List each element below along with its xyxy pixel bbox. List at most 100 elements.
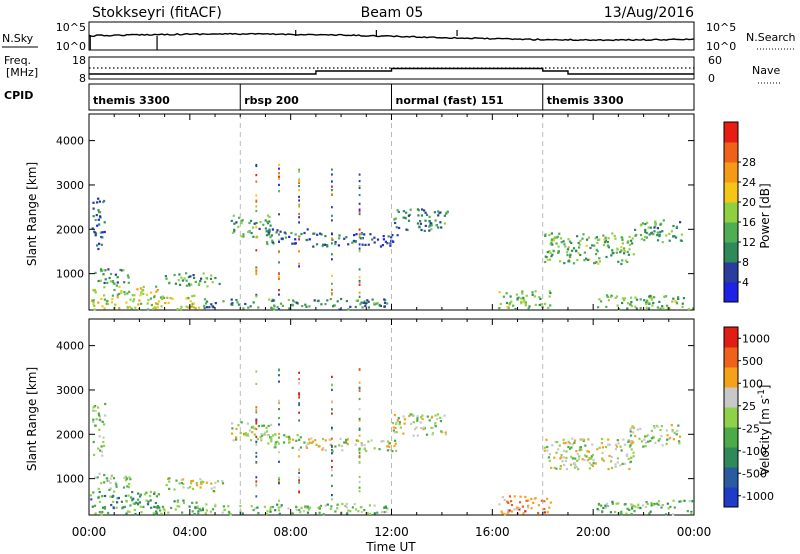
velocity-cell xyxy=(318,511,321,514)
power-cell xyxy=(572,262,576,265)
velocity-cell xyxy=(602,459,605,462)
velocity-cell xyxy=(621,462,624,465)
power-cell xyxy=(128,305,132,308)
velocity-cell xyxy=(174,508,177,511)
power-cell xyxy=(649,226,652,229)
power-cell xyxy=(551,243,554,246)
power-cell xyxy=(595,253,598,256)
velocity-cell xyxy=(498,503,501,506)
velocity-cell xyxy=(345,506,348,509)
power-cell xyxy=(334,240,337,244)
x-tick-label: 12:00 xyxy=(374,525,409,539)
power-cell xyxy=(644,228,647,231)
power-cell xyxy=(656,306,659,309)
power-cell xyxy=(381,244,384,247)
power-cell xyxy=(130,307,133,310)
power-cell xyxy=(298,216,300,219)
velocity-cell xyxy=(384,506,387,509)
velocity-cell xyxy=(256,438,259,441)
velocity-cell xyxy=(117,496,120,500)
velocity-cell xyxy=(210,482,213,485)
velocity-cell xyxy=(93,453,96,456)
velocity-cell xyxy=(562,456,565,459)
power-cell xyxy=(383,301,387,304)
power-cell xyxy=(276,229,279,232)
power-cell xyxy=(672,297,675,300)
velocity-cell xyxy=(354,508,358,511)
power-cell xyxy=(94,234,97,237)
power-cell xyxy=(548,234,551,237)
velocity-cell xyxy=(667,438,670,441)
power-cell xyxy=(634,305,637,308)
power-cell xyxy=(298,250,300,253)
power-cell xyxy=(214,302,217,305)
power-cell xyxy=(577,252,580,255)
velocity-cell xyxy=(358,480,361,483)
velocity-cell xyxy=(167,511,170,514)
power-cell xyxy=(668,232,671,235)
power-cell xyxy=(439,211,442,214)
power-cell xyxy=(626,302,630,305)
velocity-cell xyxy=(278,512,281,515)
velocity-cell xyxy=(126,510,129,513)
power-cell xyxy=(169,297,172,300)
power-cell xyxy=(273,305,276,308)
velocity-cell xyxy=(403,418,406,421)
power-cell xyxy=(359,303,362,306)
velocity-cell xyxy=(583,454,587,457)
power-cell xyxy=(105,300,109,303)
velocity-cell xyxy=(232,439,235,442)
velocity-cell xyxy=(180,478,183,481)
power-cell xyxy=(322,243,325,246)
power-cell xyxy=(265,234,269,237)
power-cell xyxy=(123,290,126,294)
velocity-cell xyxy=(89,494,92,497)
power-cell xyxy=(171,297,174,300)
velocity-cell xyxy=(295,439,298,442)
power-cell xyxy=(111,298,114,301)
power-cell xyxy=(206,285,209,288)
power-cell xyxy=(666,304,669,307)
velocity-cell xyxy=(210,487,213,490)
velocity-cell xyxy=(205,509,208,512)
power-cell xyxy=(631,237,634,240)
velocity-cell xyxy=(665,442,668,446)
power-cell xyxy=(298,205,300,208)
velocity-cell xyxy=(395,421,398,424)
power-cell xyxy=(358,243,361,246)
velocity-cell xyxy=(368,512,372,515)
velocity-cell xyxy=(95,418,98,421)
power-cell xyxy=(91,227,94,230)
velocity-cell xyxy=(96,476,99,479)
power-cell xyxy=(164,275,167,278)
power-cell xyxy=(623,247,626,250)
power-cell xyxy=(639,307,642,310)
power-cell xyxy=(349,305,352,308)
velocity-cell xyxy=(444,431,447,434)
velocity-cell xyxy=(259,436,262,439)
power-cell xyxy=(331,180,333,183)
power-cell xyxy=(643,239,646,242)
velocity-cell xyxy=(101,454,104,457)
velocity-cell xyxy=(660,504,663,508)
power-cell xyxy=(205,277,208,280)
velocity-cell xyxy=(270,440,273,443)
velocity-cell xyxy=(314,439,317,442)
velocity-cell xyxy=(676,429,679,432)
power-cell xyxy=(298,168,300,171)
velocity-cell xyxy=(134,512,137,516)
power-cell xyxy=(332,305,335,308)
velocity-cell xyxy=(532,501,535,504)
velocity-cell xyxy=(291,438,295,441)
velocity-cell xyxy=(650,501,653,505)
velocity-cell xyxy=(306,511,310,514)
velocity-cell xyxy=(553,456,556,459)
velocity-cell xyxy=(109,481,112,484)
velocity-cell xyxy=(255,411,258,414)
power-cell xyxy=(343,237,346,240)
velocity-cell xyxy=(358,475,361,479)
velocity-cell xyxy=(246,433,249,436)
velocity-cell xyxy=(331,388,333,391)
power-cell xyxy=(656,227,659,230)
velocity-cell xyxy=(329,507,332,511)
